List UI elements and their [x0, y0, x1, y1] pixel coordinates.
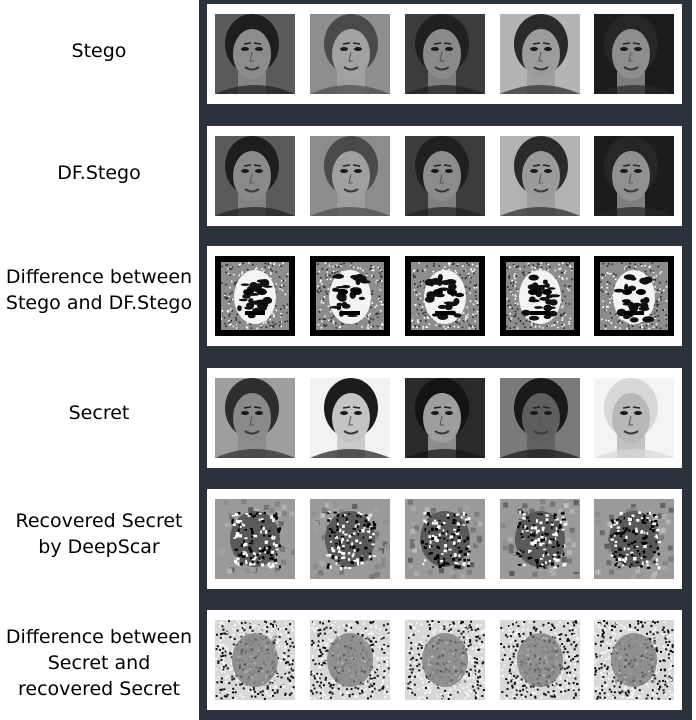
- face-image: [215, 14, 295, 94]
- image-tile: [310, 256, 390, 336]
- label-line: Secret: [68, 402, 130, 424]
- image-tile: [500, 14, 580, 94]
- row-label-secret: Secret: [0, 390, 198, 436]
- image-tile: [594, 620, 674, 700]
- label-line: Stego: [71, 40, 127, 62]
- image-tile: [500, 499, 580, 579]
- image-tile: [405, 620, 485, 700]
- image-tile: [405, 378, 485, 458]
- label-line: by DeepScar: [38, 536, 160, 558]
- face-image: [405, 136, 485, 216]
- image-tile: [500, 620, 580, 700]
- image-tile: [215, 378, 295, 458]
- image-tile: [215, 256, 295, 336]
- face-image: [310, 136, 390, 216]
- image-tile: [310, 136, 390, 216]
- recovered-image: [594, 499, 674, 579]
- recovered-image: [405, 499, 485, 579]
- image-strip: [207, 489, 682, 589]
- image-tile: [594, 256, 674, 336]
- face-image: [405, 378, 485, 458]
- difference-image: [594, 256, 674, 336]
- face-image: [594, 378, 674, 458]
- image-tile: [310, 499, 390, 579]
- image-tile: [405, 499, 485, 579]
- label-line: Difference between: [5, 266, 193, 288]
- row-label-difference-secret: Difference between Secret and recovered …: [0, 622, 198, 704]
- label-line: DF.Stego: [57, 162, 141, 184]
- face-image: [594, 14, 674, 94]
- row-label-stego: Stego: [0, 28, 198, 74]
- face-image: [500, 136, 580, 216]
- image-tile: [215, 620, 295, 700]
- face-image: [500, 378, 580, 458]
- image-tile: [215, 14, 295, 94]
- row-labels: Stego DF.Stego Difference between Stego …: [0, 0, 198, 720]
- difference-image: [500, 256, 580, 336]
- image-strip: [207, 610, 682, 710]
- image-strip: [207, 4, 682, 104]
- row-label-difference-stego: Difference between Stego and DF.Stego: [0, 262, 198, 318]
- image-tile: [310, 14, 390, 94]
- image-tile: [500, 378, 580, 458]
- image-tile: [594, 136, 674, 216]
- image-tile: [310, 620, 390, 700]
- image-tile: [594, 14, 674, 94]
- recovered-image: [215, 499, 295, 579]
- label-line: Difference between: [5, 626, 193, 648]
- image-tile: [500, 136, 580, 216]
- face-image: [310, 378, 390, 458]
- label-line: Recovered Secret: [15, 510, 183, 532]
- image-strip: [207, 246, 682, 346]
- face-image: [500, 14, 580, 94]
- image-tile: [405, 14, 485, 94]
- difference-image: [405, 620, 485, 700]
- face-image: [310, 14, 390, 94]
- image-tile: [500, 256, 580, 336]
- image-tile: [310, 378, 390, 458]
- difference-image: [310, 256, 390, 336]
- row-label-df-stego: DF.Stego: [0, 150, 198, 196]
- image-tile: [405, 136, 485, 216]
- label-line: Secret and: [47, 652, 151, 674]
- face-image: [594, 136, 674, 216]
- recovered-image: [310, 499, 390, 579]
- image-tile: [215, 136, 295, 216]
- face-image: [405, 14, 485, 94]
- label-line: Stego and DF.Stego: [5, 292, 193, 314]
- image-tile: [215, 499, 295, 579]
- image-strip: [207, 126, 682, 226]
- recovered-image: [500, 499, 580, 579]
- difference-image: [215, 620, 295, 700]
- difference-image: [215, 256, 295, 336]
- image-tile: [594, 378, 674, 458]
- image-tile: [405, 256, 485, 336]
- difference-image: [594, 620, 674, 700]
- image-strip: [207, 368, 682, 468]
- difference-image: [310, 620, 390, 700]
- image-grid-panel: [199, 0, 692, 720]
- difference-image: [500, 620, 580, 700]
- face-image: [215, 136, 295, 216]
- row-label-recovered-secret: Recovered Secret by DeepScar: [0, 506, 198, 562]
- difference-image: [405, 256, 485, 336]
- face-image: [215, 378, 295, 458]
- image-tile: [594, 499, 674, 579]
- label-line: recovered Secret: [17, 678, 180, 700]
